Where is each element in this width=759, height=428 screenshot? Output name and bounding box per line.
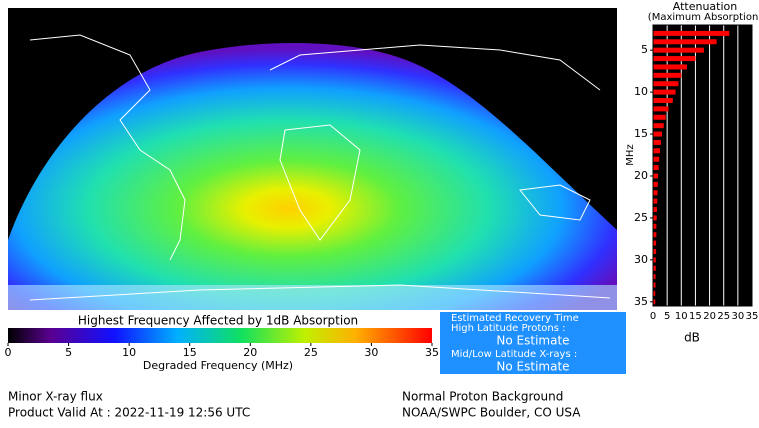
bar [653,97,673,103]
info-label: Mid/Low Latitude X-rays : [451,349,577,360]
bar [653,232,657,238]
bar [653,30,730,36]
polar-band [8,285,617,310]
y-tick-label: 5 [641,43,648,56]
colorbar-tick-label: 30 [364,346,378,359]
chart-title: Attenuation [673,0,738,13]
plot-area [653,25,752,306]
colorbar-tick-label: 35 [425,346,439,359]
colorbar-title: Highest Frequency Affected by 1dB Absorp… [78,314,358,328]
bar [653,72,682,78]
bar [653,257,656,263]
bar [653,56,696,62]
bar [653,282,656,288]
y-axis-label: MHz [625,144,636,165]
y-tick-label: 20 [634,169,648,182]
y-tick-label: 15 [634,127,648,140]
x-tick-label: 25 [717,311,730,322]
info-box [440,312,626,374]
colorbar-tick-label: 0 [5,346,12,359]
colorbar-label: Degraded Frequency (MHz) [143,359,293,372]
bar [653,190,658,196]
x-tick-label: 35 [746,311,759,322]
bar [653,131,663,137]
info-value: No Estimate [496,360,569,374]
bar [653,114,666,120]
bar [653,139,661,145]
absorption-region [8,43,617,310]
bar [653,47,704,53]
info-title: Estimated Recovery Time [451,313,579,324]
bar [653,81,679,87]
plot-frame [652,24,753,307]
coastlines [29,34,611,301]
footer-text: Minor X-ray flux [8,390,103,404]
bar [653,64,687,70]
bar [653,148,661,154]
y-tick-label: 35 [634,295,648,308]
bar [653,299,656,305]
x-tick-label: 5 [664,311,670,322]
chart-subtitle: (Maximum Absorption) [648,12,759,23]
bar [653,123,664,129]
bar [653,39,717,45]
footer-text: Product Valid At : 2022-11-19 12:56 UTC [8,406,250,420]
bar [653,248,657,254]
bar [653,265,656,271]
y-tick-label: 25 [634,211,648,224]
x-tick-label: 20 [703,311,716,322]
bar [653,223,657,229]
bar [653,165,659,171]
info-label: High Latitude Protons : [451,323,566,334]
bar [653,290,656,296]
footer-text: NOAA/SWPC Boulder, CO USA [402,406,581,420]
y-tick-label: 30 [634,253,648,266]
bar [653,156,660,162]
bar [653,89,676,95]
x-axis-label: dB [684,331,700,345]
bar [653,198,658,204]
colorbar-tick-label: 15 [183,346,197,359]
y-tick-label: 10 [634,85,648,98]
footer-text: Normal Proton Background [402,390,563,404]
colorbar-tick-label: 20 [243,346,257,359]
bar [653,274,656,280]
x-tick-label: 30 [731,311,744,322]
bar [653,207,657,213]
colorbar-tick-label: 5 [65,346,72,359]
info-value: No Estimate [496,334,569,348]
x-tick-label: 10 [675,311,688,322]
bar [653,240,657,246]
colorbar-tick-label: 10 [122,346,136,359]
bar [653,173,659,179]
x-tick-label: 0 [650,311,656,322]
x-tick-label: 15 [689,311,702,322]
colorbar-tick-label: 25 [304,346,318,359]
bar [653,215,657,221]
colorbar [8,328,432,343]
bar [653,181,658,187]
bar [653,106,669,112]
